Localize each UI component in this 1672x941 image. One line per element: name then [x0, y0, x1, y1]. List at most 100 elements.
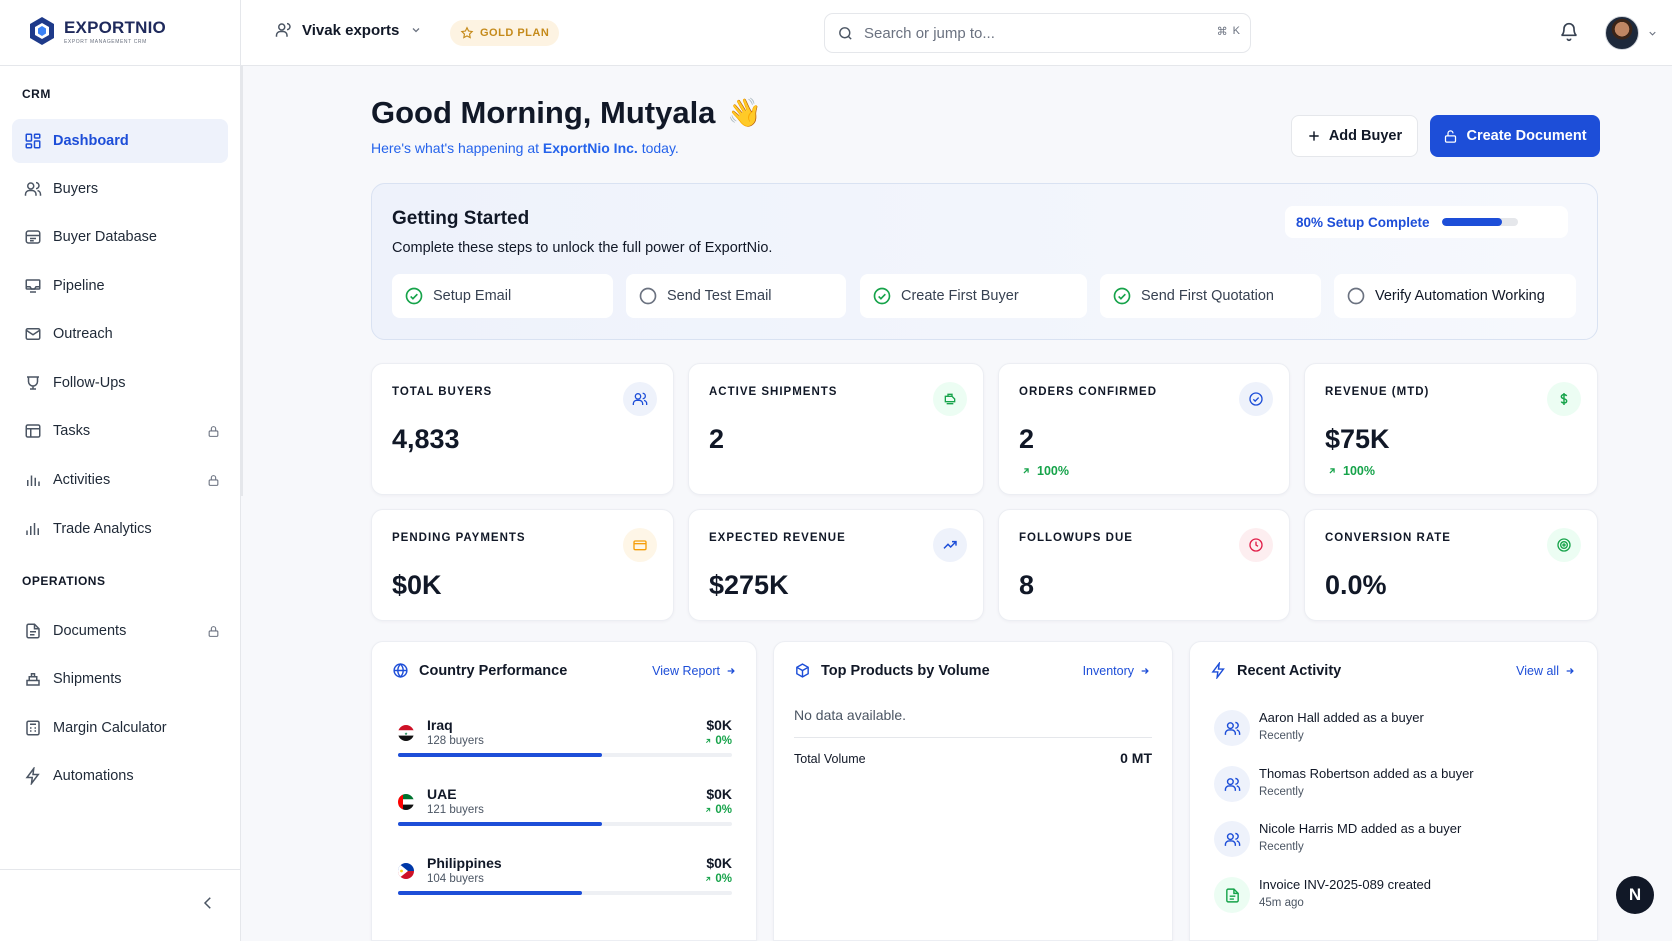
- add-buyer-button[interactable]: Add Buyer: [1291, 115, 1418, 157]
- arrow-up-right-icon: [706, 738, 711, 744]
- uae-flag-icon: [398, 794, 414, 810]
- step-send-test-email[interactable]: Send Test Email: [626, 274, 846, 318]
- sidebar-item-tasks[interactable]: Tasks: [12, 409, 228, 453]
- search-input[interactable]: [864, 24, 1194, 42]
- step-verify-automation[interactable]: Verify Automation Working: [1334, 274, 1576, 318]
- stat-card-pending-payments[interactable]: PENDING PAYMENTS $0K: [371, 509, 674, 621]
- country-share-fill: [398, 891, 582, 895]
- brand-logo[interactable]: EXPORTNIO EXPORT MANAGEMENT CRM: [28, 16, 166, 46]
- panel-title: Top Products by Volume: [821, 662, 990, 679]
- stat-card-followups-due[interactable]: FOLLOWUPS DUE 8: [998, 509, 1290, 621]
- sidebar-item-automations[interactable]: Automations: [12, 754, 228, 798]
- lock-icon: [208, 425, 219, 437]
- sidebar-item-follow-ups[interactable]: Follow-Ups: [12, 361, 228, 405]
- stat-label: REVENUE (MTD): [1325, 386, 1430, 398]
- arrow-right-icon: [1141, 668, 1149, 674]
- stat-delta: 100%: [1021, 464, 1069, 478]
- box-icon: [796, 663, 809, 678]
- stat-card-active-shipments[interactable]: ACTIVE SHIPMENTS 2: [688, 363, 984, 495]
- create-document-button[interactable]: Create Document: [1430, 115, 1600, 157]
- country-share-fill: [398, 822, 602, 826]
- users-icon: [632, 392, 648, 405]
- link-label: View Report: [652, 664, 720, 678]
- stat-card-total-buyers[interactable]: TOTAL BUYERS 4,833: [371, 363, 674, 495]
- svg-text:★: ★: [404, 731, 408, 736]
- sidebar-item-label: Trade Analytics: [53, 521, 152, 537]
- philippines-flag-icon: [398, 863, 414, 879]
- sidebar-item-buyers[interactable]: Buyers: [12, 167, 228, 211]
- stat-label: TOTAL BUYERS: [392, 386, 493, 398]
- sidebar-footer-divider: [0, 869, 241, 870]
- chevron-down-icon: [412, 28, 420, 33]
- step-create-first-buyer[interactable]: Create First Buyer: [860, 274, 1087, 318]
- check-circle-icon: [1113, 287, 1131, 305]
- database-icon: [25, 230, 41, 244]
- sidebar-item-margin-calculator[interactable]: Margin Calculator: [12, 706, 228, 750]
- tasks-icon: [25, 424, 41, 438]
- sidebar-item-dashboard[interactable]: Dashboard: [12, 119, 228, 163]
- sidebar-item-label: Documents: [53, 623, 127, 639]
- sidebar-item-activities[interactable]: Activities: [12, 458, 228, 502]
- topbar: Vivak exports GOLD PLAN ⌘ K: [241, 0, 1672, 66]
- users-icon: [1224, 777, 1240, 791]
- check-badge-icon: [1249, 392, 1263, 406]
- sidebar-item-pipeline[interactable]: Pipeline: [12, 264, 228, 308]
- clock-icon: [1249, 538, 1263, 552]
- stat-icon-badge: [933, 528, 967, 562]
- notifications-bell-icon[interactable]: [1559, 22, 1579, 42]
- sidebar-item-label: Follow-Ups: [53, 375, 126, 391]
- company-name: ExportNio Inc.: [542, 140, 638, 156]
- sidebar-item-outreach[interactable]: Outreach: [12, 312, 228, 356]
- stat-value: 8: [1019, 570, 1035, 600]
- sidebar-item-label: Shipments: [53, 671, 122, 687]
- trend-up-icon: [943, 540, 957, 549]
- sidebar-section-operations: OPERATIONS: [22, 574, 106, 588]
- chevron-down-icon[interactable]: [1647, 28, 1658, 39]
- stat-card-revenue-mtd[interactable]: REVENUE (MTD) $75K 100%: [1304, 363, 1598, 495]
- sidebar-scrollbar[interactable]: [240, 66, 243, 496]
- search-shortcut: ⌘ K: [1217, 25, 1240, 38]
- truck-icon: [944, 393, 956, 405]
- country-share-fill: [398, 753, 602, 757]
- sidebar-item-buyer-database[interactable]: Buyer Database: [12, 215, 228, 259]
- follow-up-icon: [27, 376, 39, 390]
- empty-circle-icon: [639, 287, 657, 305]
- stat-label: EXPECTED REVENUE: [709, 532, 846, 544]
- country-delta: 0%: [704, 735, 732, 747]
- stat-card-orders-confirmed[interactable]: ORDERS CONFIRMED 2 100%: [998, 363, 1290, 495]
- panel-title: Country Performance: [419, 662, 568, 679]
- user-avatar[interactable]: [1605, 16, 1639, 50]
- lock-icon: [1445, 129, 1457, 143]
- inventory-link[interactable]: Inventory: [1083, 664, 1150, 678]
- stat-delta-value: 100%: [1037, 464, 1069, 478]
- greeting-text: Good Morning, Mutyala: [371, 95, 716, 130]
- sidebar-item-trade-analytics[interactable]: Trade Analytics: [12, 507, 228, 551]
- stat-card-expected-revenue[interactable]: EXPECTED REVENUE $275K: [688, 509, 984, 621]
- panel-title: Recent Activity: [1237, 662, 1342, 679]
- dollar-icon: [1560, 393, 1568, 405]
- workspace-switcher[interactable]: Vivak exports: [275, 21, 422, 39]
- arrow-up-right-icon: [706, 876, 711, 882]
- step-send-first-quotation[interactable]: Send First Quotation: [1100, 274, 1321, 318]
- country-value: $0K: [706, 786, 732, 802]
- sidebar-item-label: Margin Calculator: [53, 720, 167, 736]
- view-all-link[interactable]: View all: [1516, 664, 1575, 678]
- stat-card-conversion-rate[interactable]: CONVERSION RATE 0.0%: [1304, 509, 1598, 621]
- logo-icon: [30, 17, 54, 45]
- sidebar-item-label: Automations: [53, 768, 134, 784]
- sidebar-item-shipments[interactable]: Shipments: [12, 657, 228, 701]
- getting-started-panel: Getting Started Complete these steps to …: [371, 183, 1598, 340]
- view-report-link[interactable]: View Report: [652, 664, 736, 678]
- floating-help-button[interactable]: N: [1616, 876, 1654, 914]
- activity-icon-badge: [1214, 766, 1250, 802]
- country-name: UAE: [427, 786, 457, 802]
- activity-title: Nicole Harris MD added as a buyer: [1259, 821, 1462, 836]
- search-bar[interactable]: ⌘ K: [824, 13, 1251, 53]
- panel-header: Top Products by Volume: [794, 662, 990, 679]
- step-setup-email[interactable]: Setup Email: [392, 274, 613, 318]
- sidebar-item-documents[interactable]: Documents: [12, 609, 228, 653]
- top-products-panel: Top Products by Volume Inventory No data…: [773, 641, 1173, 941]
- lock-icon: [208, 474, 219, 486]
- collapse-sidebar-icon[interactable]: [199, 894, 217, 912]
- users-icon: [24, 181, 42, 196]
